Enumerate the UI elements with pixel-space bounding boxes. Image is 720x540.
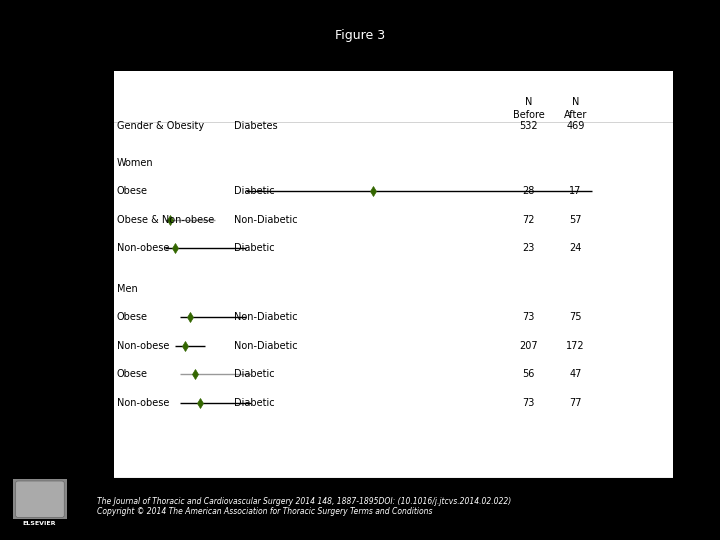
Text: Diabetes: Diabetes — [234, 121, 278, 131]
Text: Gender & Obesity: Gender & Obesity — [117, 121, 204, 131]
Text: 24: 24 — [569, 243, 582, 253]
Text: Non-Diabetic: Non-Diabetic — [234, 312, 297, 322]
Text: 75: 75 — [569, 312, 582, 322]
Text: Diabetic: Diabetic — [234, 369, 274, 379]
Text: 47: 47 — [569, 369, 582, 379]
Text: The Journal of Thoracic and Cardiovascular Surgery 2014 148, 1887-1895DOI: (10.1: The Journal of Thoracic and Cardiovascul… — [97, 497, 511, 505]
Text: Obese: Obese — [117, 186, 148, 196]
Text: 17: 17 — [569, 186, 582, 196]
Text: Obese & Non-obese: Obese & Non-obese — [117, 215, 214, 225]
Text: Before: Before — [513, 110, 545, 120]
Text: Copyright © 2014 The American Association for Thoracic Surgery Terms and Conditi: Copyright © 2014 The American Associatio… — [97, 508, 433, 516]
Text: 73: 73 — [523, 397, 535, 408]
Text: 57: 57 — [569, 215, 582, 225]
Text: 73: 73 — [523, 312, 535, 322]
Text: Women: Women — [117, 158, 153, 168]
Text: Non-obese: Non-obese — [117, 243, 169, 253]
Text: 72: 72 — [523, 215, 535, 225]
Text: 469: 469 — [566, 121, 585, 131]
Text: 56: 56 — [523, 369, 535, 379]
Text: Diabetic: Diabetic — [234, 243, 274, 253]
Text: Obese: Obese — [117, 312, 148, 322]
Text: N: N — [572, 97, 579, 107]
Text: Non-obese: Non-obese — [117, 397, 169, 408]
Text: 77: 77 — [569, 397, 582, 408]
Text: 172: 172 — [566, 341, 585, 351]
Text: 532: 532 — [520, 121, 538, 131]
Text: Diabetic: Diabetic — [234, 186, 274, 196]
Text: Obese: Obese — [117, 369, 148, 379]
FancyBboxPatch shape — [16, 481, 64, 517]
Text: After: After — [564, 110, 587, 120]
Text: 23: 23 — [523, 243, 535, 253]
Text: Men: Men — [117, 284, 138, 294]
Text: Non-Diabetic: Non-Diabetic — [234, 215, 297, 225]
Text: Non-Diabetic: Non-Diabetic — [234, 341, 297, 351]
Text: ELSEVIER: ELSEVIER — [23, 521, 56, 526]
Text: Non-obese: Non-obese — [117, 341, 169, 351]
Text: Figure 3: Figure 3 — [335, 29, 385, 42]
Text: 28: 28 — [523, 186, 535, 196]
Text: N: N — [525, 97, 533, 107]
Text: Diabetic: Diabetic — [234, 397, 274, 408]
Text: 207: 207 — [520, 341, 538, 351]
